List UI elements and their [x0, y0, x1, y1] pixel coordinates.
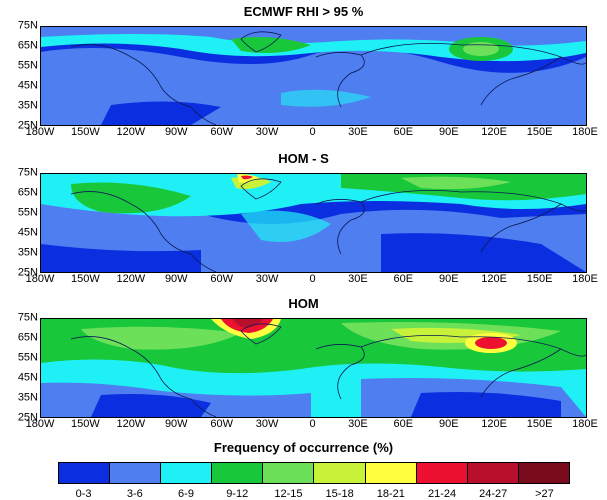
legend-bin-label: 15-18 [325, 488, 354, 500]
longitude-label: 60W [210, 126, 233, 138]
legend-bin-label: 9-12 [226, 488, 249, 500]
panel-title: HOM [288, 296, 319, 311]
longitude-label: 120E [481, 126, 508, 138]
legend-bin-label: 12-15 [274, 488, 303, 500]
latitude-label: 75N [17, 311, 38, 324]
longitude-label: 60E [393, 273, 414, 285]
longitude-label: 120W [116, 126, 146, 138]
longitude-label: 0 [309, 418, 316, 430]
longitude-label: 90E [438, 126, 459, 138]
map-field [41, 319, 586, 417]
panel-title: ECMWF RHI > 95 % [243, 4, 364, 19]
latitude-axis: 75N 65N 55N 45N 35N 25N [0, 167, 38, 278]
longitude-axis: 180W 150W 120W 90W 60W 30W 0 30E 60E 90E 120E 150E 1… [26, 273, 598, 288]
frequency-map [40, 26, 587, 126]
map-panel-hom: HOM 75N 65N 55N 45N 35N 25N [0, 296, 607, 431]
latitude-label: 55N [17, 206, 38, 219]
map-field [41, 174, 586, 272]
longitude-label: 90W [164, 418, 188, 430]
longitude-label: 30W [255, 273, 279, 285]
longitude-label: 120W [116, 418, 146, 430]
legend-title: Frequency of occurrence (%) [213, 440, 394, 455]
latitude-label: 45N [17, 226, 38, 239]
color-legend [58, 462, 570, 484]
longitude-label: 60E [393, 126, 414, 138]
legend-bin-label: 21-24 [427, 488, 457, 500]
legend-bin-label: 3-6 [126, 488, 143, 500]
legend-bin-label: >27 [535, 488, 554, 500]
longitude-label: 60E [393, 418, 414, 430]
longitude-label: 120W [116, 273, 146, 285]
legend-swatch [109, 462, 161, 484]
latitude-axis: 75N 65N 55N 45N 35N 25N [0, 312, 38, 423]
longitude-label: 150E [526, 126, 553, 138]
latitude-label: 25N [17, 119, 38, 132]
legend-swatch [262, 462, 314, 484]
latitude-label: 25N [17, 411, 38, 424]
longitude-label: 120E [481, 418, 508, 430]
latitude-label: 35N [17, 246, 38, 259]
legend-swatch [517, 462, 570, 484]
frequency-map [40, 318, 587, 418]
longitude-label: 30E [348, 273, 368, 285]
longitude-label: 30E [348, 126, 368, 138]
longitude-label: 180E [572, 126, 598, 138]
longitude-label: 90W [164, 126, 188, 138]
latitude-label: 65N [17, 331, 38, 344]
longitude-label: 60W [210, 418, 233, 430]
longitude-label: 120E [481, 273, 508, 285]
longitude-label: 180W [25, 273, 55, 285]
latitude-label: 65N [17, 39, 38, 52]
legend-swatch [466, 462, 518, 484]
longitude-label: 150W [71, 418, 100, 430]
latitude-label: 75N [17, 166, 38, 179]
longitude-label: 90E [438, 418, 459, 430]
longitude-axis: 180W 150W 120W 90W 60W 30W 0 30E 60E 90E 120E 150E 1… [26, 418, 598, 433]
legend-labels: 0-3 3-6 6-9 9-12 12-15 15-18 18-21 21-24 24-27 >2… [58, 488, 570, 500]
longitude-label: 180E [572, 273, 598, 285]
legend-bin-label: 0-3 [75, 488, 92, 500]
longitude-label: 0 [309, 126, 316, 138]
map-panel-ecmwf: ECMWF RHI > 95 % 75N 65N 55N 45N 35N 25N 1 [0, 4, 607, 139]
legend-swatch [58, 462, 110, 484]
longitude-label: 30W [255, 418, 279, 430]
longitude-axis: 180W 150W 120W 90W 60W 30W 0 30E 60E 90E 120E 150E 1… [26, 126, 598, 141]
latitude-axis: 75N 65N 55N 45N 35N 25N [0, 20, 38, 131]
latitude-label: 55N [17, 351, 38, 364]
longitude-label: 60W [210, 273, 233, 285]
longitude-label: 150W [71, 126, 100, 138]
longitude-label: 150E [526, 418, 553, 430]
legend-swatch [364, 462, 416, 484]
longitude-label: 150W [71, 273, 100, 285]
longitude-label: 180E [572, 418, 598, 430]
legend-bin-label: 24-27 [479, 488, 508, 500]
legend-swatch [313, 462, 365, 484]
latitude-label: 25N [17, 266, 38, 279]
longitude-label: 90E [438, 273, 459, 285]
longitude-label: 150E [526, 273, 553, 285]
legend-swatch [415, 462, 467, 484]
latitude-label: 45N [17, 371, 38, 384]
longitude-label: 0 [309, 273, 316, 285]
latitude-label: 55N [17, 59, 38, 72]
latitude-label: 65N [17, 186, 38, 199]
legend-swatch [160, 462, 212, 484]
map-field [41, 27, 586, 125]
longitude-label: 180W [25, 126, 55, 138]
latitude-label: 35N [17, 391, 38, 404]
legend-bin-label: 6-9 [178, 488, 194, 500]
longitude-label: 30E [348, 418, 368, 430]
longitude-label: 90W [164, 273, 188, 285]
latitude-label: 35N [17, 99, 38, 112]
panel-title: HOM - S [278, 151, 329, 166]
map-panel-hom-s: HOM - S 75N 65N 55N 45N 35N 25N 180W 150W 12 [0, 151, 607, 286]
frequency-map [40, 173, 587, 273]
longitude-label: 30W [255, 126, 279, 138]
legend-swatch [211, 462, 263, 484]
latitude-label: 45N [17, 79, 38, 92]
legend-bin-label: 18-21 [376, 488, 405, 500]
latitude-label: 75N [17, 19, 38, 32]
longitude-label: 180W [25, 418, 55, 430]
